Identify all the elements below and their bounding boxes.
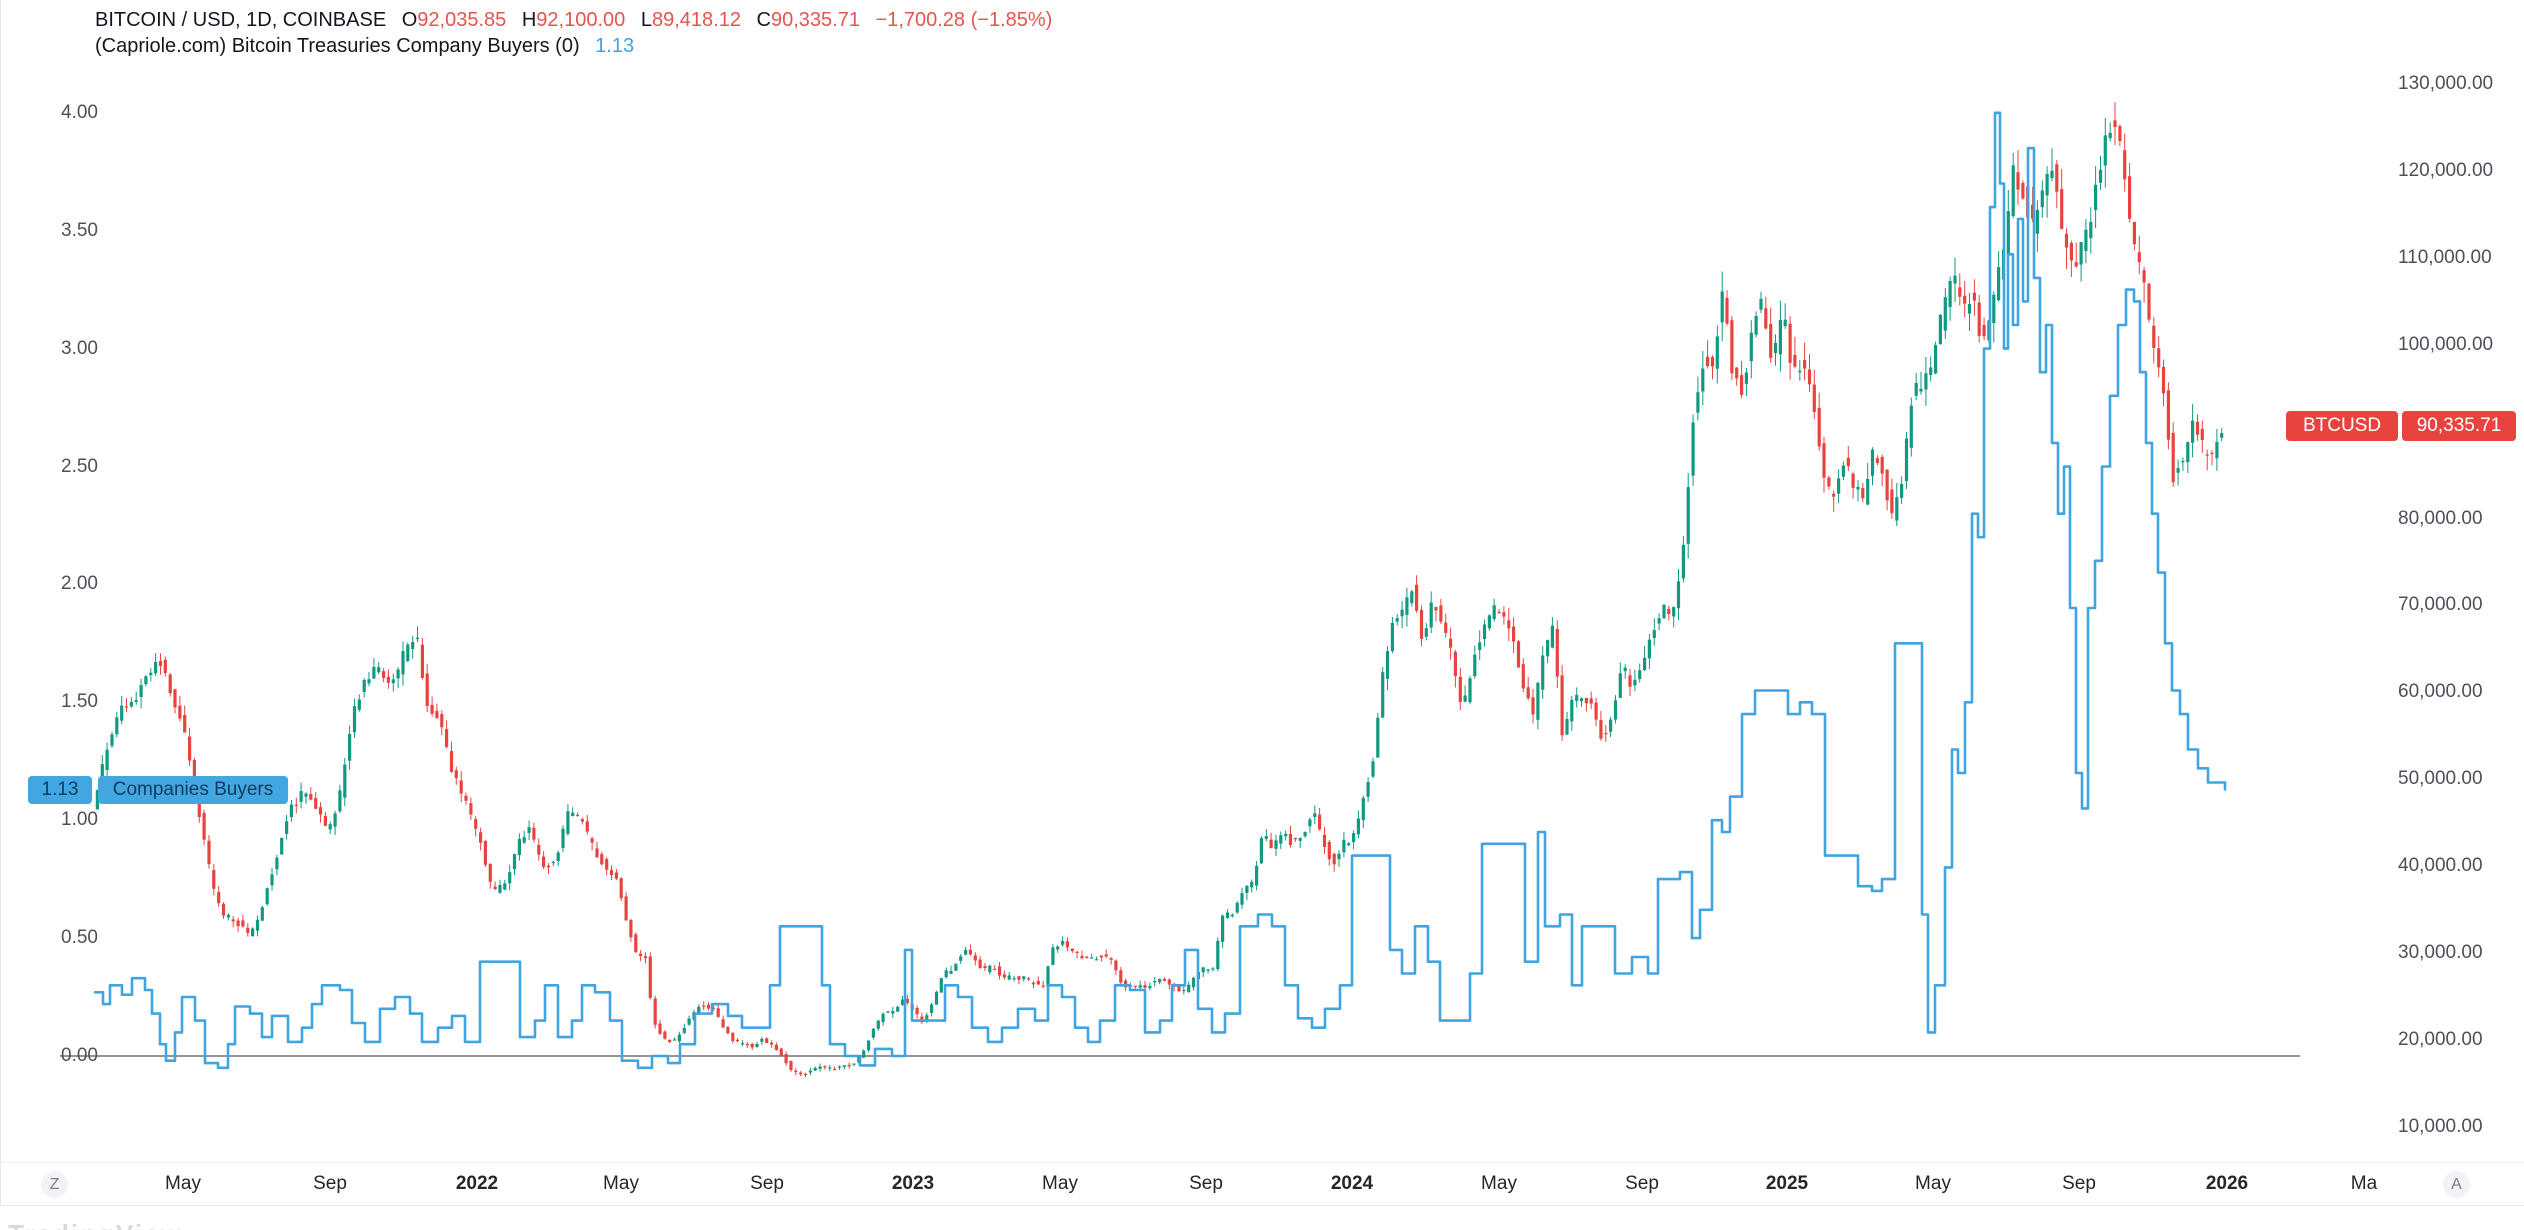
z-button-label: Z <box>49 1175 60 1193</box>
time-tick-month: Sep <box>2062 1173 2096 1194</box>
left-axis-tick-label: 2.00 <box>61 573 98 595</box>
tradingview-watermark: TradingView <box>8 1219 183 1230</box>
time-tick-month: May <box>1042 1173 1078 1194</box>
time-tick-month: Sep <box>1625 1173 1659 1194</box>
time-tick-month: May <box>1481 1173 1517 1194</box>
left-axis-tick-label: 2.50 <box>61 455 98 477</box>
left-axis-tick-label: 1.50 <box>61 691 98 713</box>
legend-row-indicator[interactable]: (Capriole.com) Bitcoin Treasuries Compan… <box>95 35 634 58</box>
ohlc-close: C90,335.71 <box>756 9 860 31</box>
legend-row-symbol[interactable]: BITCOIN / USD, 1D, COINBASE O92,035.85 H… <box>95 9 1052 32</box>
time-tick-month: May <box>165 1173 201 1194</box>
symbol-price-badge-value: 90,335.71 <box>2402 411 2516 441</box>
symbol-price-badge-name: BTCUSD <box>2286 411 2398 441</box>
indicator-series-badge: Companies Buyers <box>98 776 288 804</box>
right-axis-tick-label: 130,000.00 <box>2398 73 2494 94</box>
time-tick-year: 2022 <box>455 1173 499 1194</box>
right-axis-tick-label: 10,000.00 <box>2398 1115 2483 1137</box>
auto-scale-button[interactable]: A <box>2443 1171 2470 1198</box>
left-frame-border <box>0 0 1 1205</box>
time-tick-month: Sep <box>1189 1173 1223 1194</box>
left-axis-tick-label: 3.00 <box>61 337 98 359</box>
scroll-left-edge-button[interactable]: Z <box>41 1171 68 1198</box>
time-tick-month: Sep <box>313 1173 347 1194</box>
right-axis-tick-label: 20,000.00 <box>2398 1028 2483 1050</box>
time-tick-month: May <box>1915 1173 1951 1194</box>
time-tick-month: Sep <box>750 1173 784 1194</box>
time-tick-year: 2025 <box>1765 1173 1809 1194</box>
time-axis-bottom-border <box>0 1205 2524 1206</box>
company-buyers-step-line <box>93 111 2227 1070</box>
time-tick-year: 2026 <box>2205 1173 2249 1194</box>
indicator-value: 1.13 <box>595 35 635 57</box>
indicator-title: (Capriole.com) Bitcoin Treasuries Compan… <box>95 35 580 57</box>
time-tick-month: Ma <box>2350 1173 2378 1194</box>
ohlc-low: L89,418.12 <box>640 9 741 31</box>
right-axis-tick-label: 70,000.00 <box>2398 594 2483 616</box>
left-axis-tick-label: 1.00 <box>61 809 98 831</box>
a-button-label: A <box>2451 1175 2462 1193</box>
time-tick-month: May <box>603 1173 639 1194</box>
time-axis-top-border <box>0 1162 2524 1163</box>
right-axis-tick-label: 40,000.00 <box>2398 855 2483 877</box>
right-axis-tick-label: 30,000.00 <box>2398 942 2483 963</box>
indicator-value-axis-badge: 1.13 <box>28 776 92 804</box>
candles-down-group <box>124 102 2214 1078</box>
candles-up-group <box>95 117 2224 1076</box>
left-axis-tick-label: 3.50 <box>61 219 98 241</box>
left-axis-tick-label: 0.50 <box>61 927 98 949</box>
time-tick-year: 2024 <box>1330 1173 1374 1194</box>
right-axis-tick-label: 60,000.00 <box>2398 681 2483 703</box>
change-value: −1,700.28 (−1.85%) <box>875 9 1053 31</box>
ohlc-high: H92,100.00 <box>521 9 626 31</box>
ohlc-open: O92,035.85 <box>401 9 507 31</box>
right-axis-tick-label: 120,000.00 <box>2398 159 2494 181</box>
right-axis-tick-label: 110,000.00 <box>2398 246 2492 268</box>
symbol-title: BITCOIN / USD, 1D, COINBASE <box>95 9 387 31</box>
right-axis-tick-label: 100,000.00 <box>2398 333 2494 355</box>
time-tick-year: 2023 <box>891 1173 935 1194</box>
left-axis-tick-label: 4.00 <box>61 101 98 123</box>
right-axis-tick-label: 80,000.00 <box>2398 507 2483 529</box>
right-axis-tick-label: 50,000.00 <box>2398 768 2483 790</box>
left-axis-tick-label: 0.00 <box>61 1045 98 1066</box>
